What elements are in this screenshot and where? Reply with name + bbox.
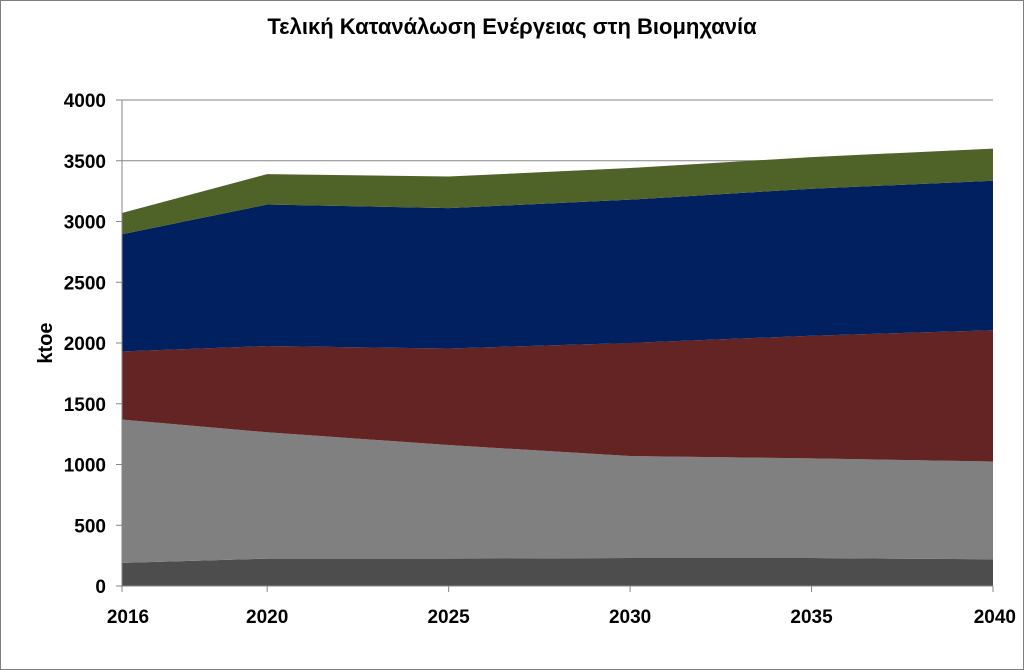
y-tick-label: 3000 [64,213,106,234]
y-tick-label: 2500 [64,273,106,294]
x-tick-label: 2040 [974,607,1016,628]
axes [116,99,994,592]
y-tick-label: 500 [74,516,106,537]
x-tick-label: 2016 [107,607,149,628]
y-tick-label: 1000 [64,456,106,477]
area-series-4 [122,180,993,352]
y-tick-label: 1500 [64,395,106,416]
area-series-2 [122,419,993,563]
y-tick-label: 3500 [64,152,106,173]
y-tick-label: 2000 [64,334,106,355]
y-tick-labels: 0 500 1000 1500 2000 2500 3000 3500 4000 [64,91,106,598]
series-areas [122,148,993,586]
y-tick-label: 0 [95,577,106,598]
y-axis-label: ktoe [35,322,57,363]
chart-title: Τελική Κατανάλωση Ενέργειας στη Βιομηχαν… [267,14,757,39]
area-series-1 [122,558,993,586]
x-tick-labels: 2016 2020 2025 2030 2035 2040 [107,607,1016,628]
area-series-3 [122,330,993,462]
x-tick-label: 2020 [246,607,288,628]
y-tick-label: 4000 [64,91,106,112]
area-series-5 [122,148,993,235]
x-tick-label: 2035 [790,607,833,628]
x-tick-label: 2030 [609,607,651,628]
x-tick-label: 2025 [427,607,470,628]
